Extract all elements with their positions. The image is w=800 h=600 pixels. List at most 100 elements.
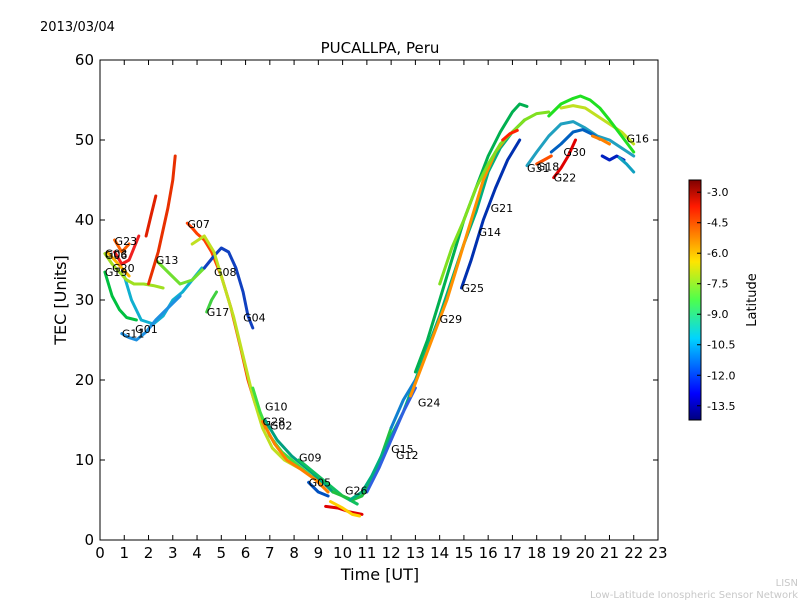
series-label-g31: G31 xyxy=(527,162,550,175)
series-yellow-min xyxy=(329,500,362,518)
series-label-g24: G24 xyxy=(418,396,441,409)
colorbar-tick-label: -9.0 xyxy=(707,308,728,321)
x-tick-label: 5 xyxy=(217,544,227,562)
series-g01 xyxy=(122,266,204,326)
series-label-g14: G14 xyxy=(478,226,501,239)
series-g02 xyxy=(263,418,335,494)
series-label-g10: G10 xyxy=(265,400,288,413)
colorbar-tick-label: -6.0 xyxy=(707,247,728,260)
colorbar xyxy=(688,179,702,421)
x-tick-label: 0 xyxy=(95,544,105,562)
series-label-g21: G21 xyxy=(491,202,514,215)
series-g06 xyxy=(103,252,165,290)
colorbar-ticks: -3.0 -4.5 -6.0 -7.5 -9.0 -10.5 -12.0 -13.5 xyxy=(697,186,735,413)
series-label-g16: G16 xyxy=(626,132,649,145)
colorbar-tick-label: -13.5 xyxy=(707,400,735,413)
x-tick-label: 3 xyxy=(168,544,178,562)
colorbar-tick-label: -12.0 xyxy=(707,369,735,382)
x-tick-label: 9 xyxy=(314,544,324,562)
series-teal-late xyxy=(617,156,636,174)
x-tick-label: 22 xyxy=(624,544,643,562)
x-tick-label: 10 xyxy=(333,544,352,562)
series-g31 xyxy=(525,120,636,168)
series-label-g11: G11 xyxy=(122,328,145,341)
y-tick-label: 30 xyxy=(75,291,94,309)
series-g17 xyxy=(205,290,218,314)
series-label-g25: G25 xyxy=(461,282,484,295)
series-label-g04: G04 xyxy=(243,312,266,325)
y-tick-label: 0 xyxy=(84,531,94,549)
x-tick-label: 16 xyxy=(479,544,498,562)
series-label-g30: G30 xyxy=(563,146,586,159)
series-label-g22: G22 xyxy=(554,172,577,185)
series-label-g17: G17 xyxy=(207,306,230,319)
series-g28 xyxy=(261,420,330,494)
series-g05 xyxy=(307,480,330,498)
series-g13 xyxy=(154,258,206,286)
x-axis-label: Time [UT] xyxy=(340,565,419,584)
series-red-rise xyxy=(147,154,177,286)
series-red-early xyxy=(144,194,158,238)
series-g04 xyxy=(190,234,301,470)
series-g12 xyxy=(365,386,417,494)
series-g20 xyxy=(113,234,141,266)
series-label-g12: G12 xyxy=(396,449,419,462)
credit-line1: LISN xyxy=(776,578,798,589)
y-tick-label: 50 xyxy=(75,131,94,149)
x-tick-label: 8 xyxy=(289,544,299,562)
colorbar-label: Latitude xyxy=(745,273,760,327)
x-tick-label: 13 xyxy=(406,544,425,562)
x-tick-label: 7 xyxy=(265,544,275,562)
x-tick-label: 19 xyxy=(551,544,570,562)
series-g16 xyxy=(559,104,636,146)
series-g22 xyxy=(552,138,577,180)
x-tick-label: 6 xyxy=(241,544,251,562)
colorbar-tick-label: -4.5 xyxy=(707,217,728,230)
series-label-g18: G18 xyxy=(537,160,560,173)
series-label-g07: G07 xyxy=(187,218,210,231)
x-tick-label: 23 xyxy=(648,544,667,562)
series-g19 xyxy=(103,270,138,322)
series-label-g26: G26 xyxy=(345,484,368,497)
series-label-g29: G29 xyxy=(440,313,463,326)
series-label-g15: G15 xyxy=(391,443,414,456)
series-label-g19: G19 xyxy=(105,266,128,279)
x-tick-label: 12 xyxy=(382,544,401,562)
y-tick-label: 10 xyxy=(75,451,94,469)
credit-line2: Low-Latitude Ionospheric Sensor Network xyxy=(590,590,798,600)
series-orange-late xyxy=(591,134,611,146)
x-tick-label: 2 xyxy=(144,544,154,562)
series-g25 xyxy=(460,138,522,290)
x-tick-label: 20 xyxy=(576,544,595,562)
series-g03 xyxy=(105,250,131,278)
series-g23 xyxy=(113,238,131,254)
colorbar-tick-label: -3.0 xyxy=(707,186,728,199)
series-label-g13: G13 xyxy=(156,254,179,267)
colorbar-tick-label: -7.5 xyxy=(707,278,728,291)
series-label-g01: G01 xyxy=(135,323,158,336)
x-tick-label: 17 xyxy=(503,544,522,562)
series-label-g08: G08 xyxy=(214,266,237,279)
series-g21 xyxy=(438,110,551,286)
x-tick-label: 4 xyxy=(192,544,202,562)
y-tick-label: 20 xyxy=(75,371,94,389)
x-tick-label: 1 xyxy=(119,544,129,562)
date-label: 2013/03/04 xyxy=(40,20,115,35)
y-axis-label: TEC [Units] xyxy=(51,255,70,346)
series-label-g05: G05 xyxy=(309,476,332,489)
series-label-g02: G02 xyxy=(270,420,293,433)
x-tick-label: 15 xyxy=(454,544,473,562)
series-g11 xyxy=(120,294,182,342)
series-label-g06: G06 xyxy=(105,249,128,262)
series-label-g20: G20 xyxy=(112,262,135,275)
chart-title: PUCALLPA, Peru xyxy=(321,39,440,57)
series-red-late xyxy=(501,128,519,142)
series-label-g23: G23 xyxy=(115,235,138,248)
series-g18 xyxy=(535,154,553,166)
x-tick-label: 18 xyxy=(527,544,546,562)
series-g24 xyxy=(389,378,417,430)
series-layer xyxy=(103,94,636,518)
colorbar-tick-label: -10.5 xyxy=(707,339,735,352)
